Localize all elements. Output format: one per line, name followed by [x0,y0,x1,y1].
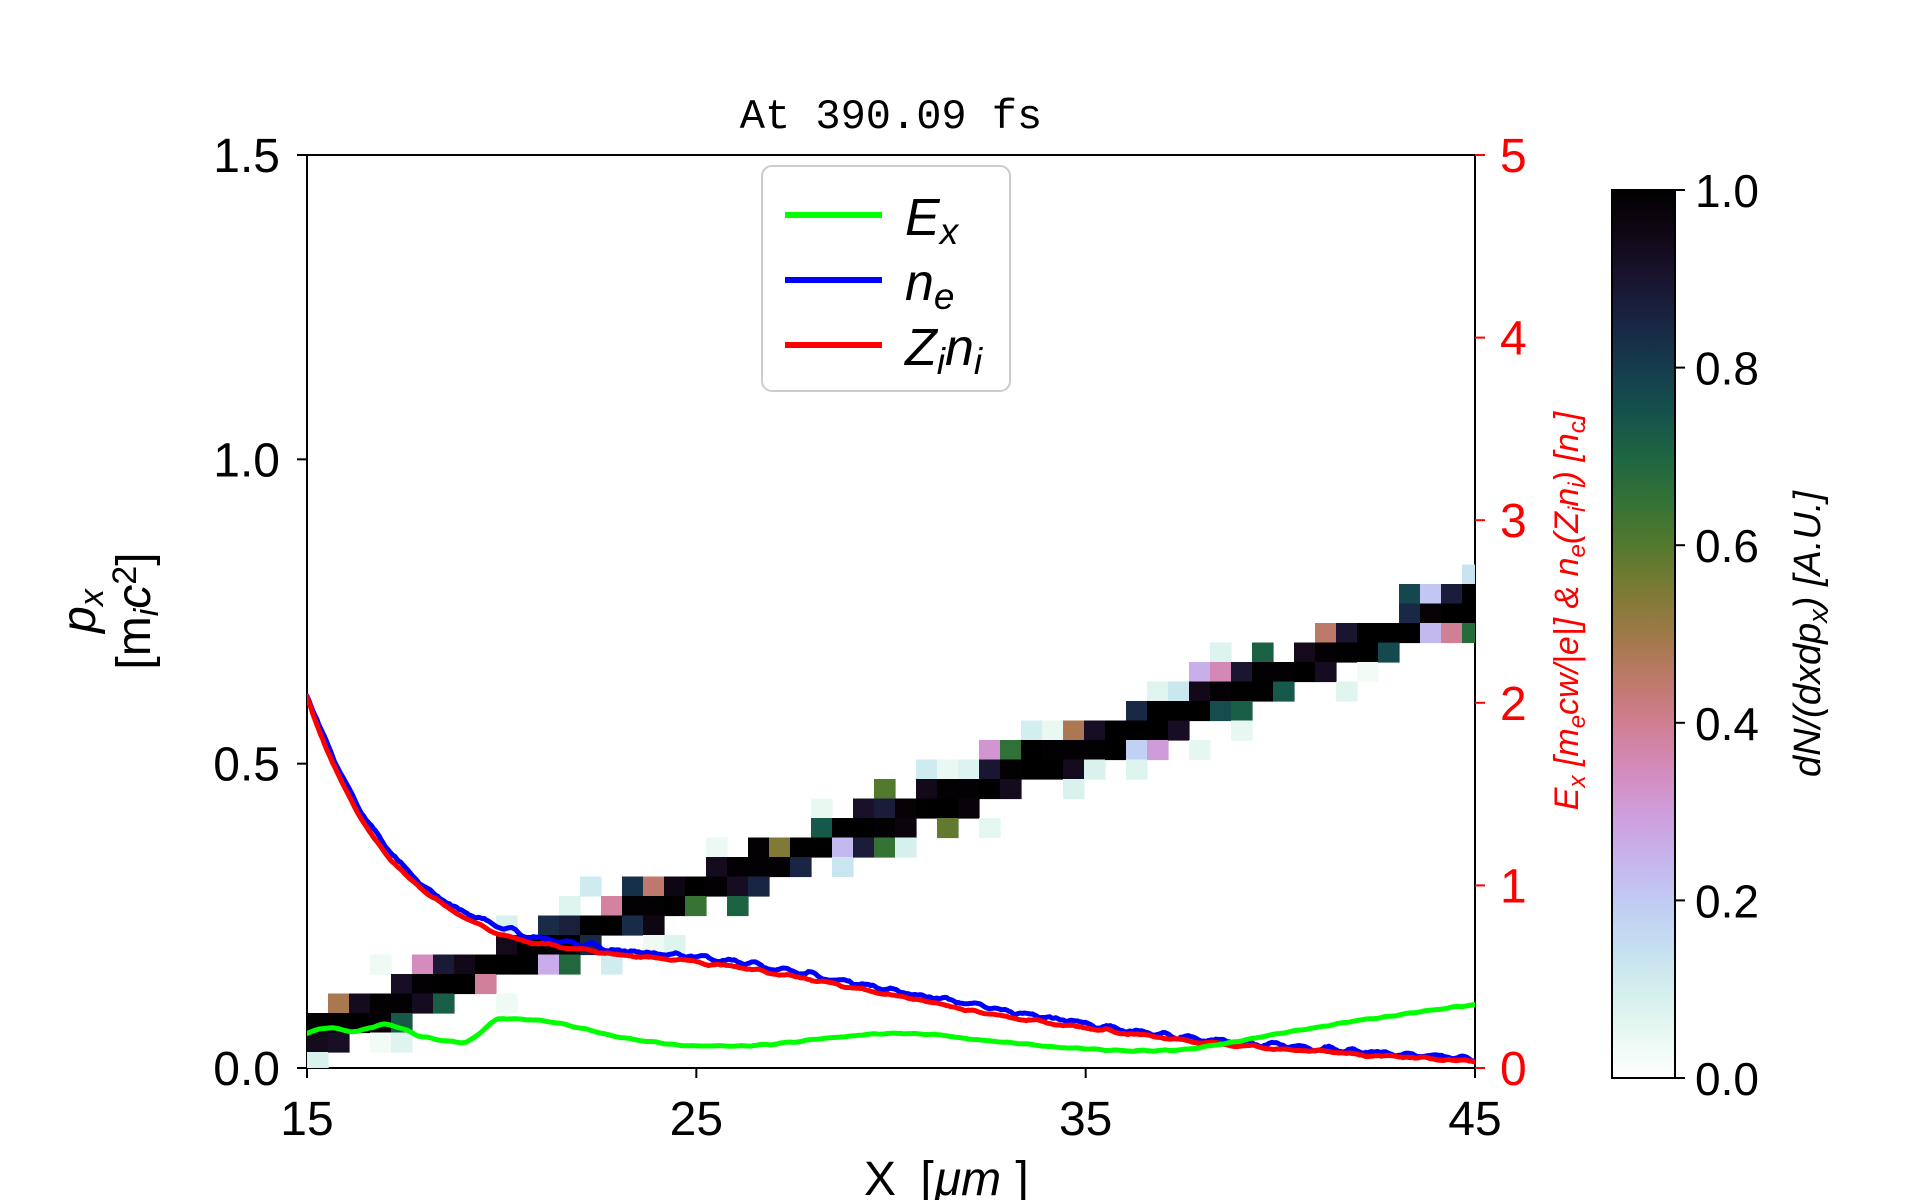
svg-text:0.0: 0.0 [1695,1053,1759,1105]
svg-text:0.5: 0.5 [213,739,280,792]
svg-text:0: 0 [1500,1043,1527,1096]
svg-text:μm: μm [933,1153,1001,1200]
svg-text:1.0: 1.0 [213,434,280,487]
svg-text:0.4: 0.4 [1695,698,1759,750]
svg-text:1.5: 1.5 [213,130,280,183]
svg-text:4: 4 [1500,313,1527,366]
svg-text:Ex [mecw/|e|] & ne(Zini) [n: Ex [mecw/|e|] & ne(Zini) [nc] [1548,410,1591,810]
svg-text:35: 35 [1059,1093,1112,1146]
svg-text:5: 5 [1500,130,1527,183]
svg-text:At 390.09 fs: At 390.09 fs [740,93,1042,141]
svg-text:dN/(dxdpx) [A.U.]: dN/(dxdpx) [A.U.] [1787,490,1833,777]
svg-text:25: 25 [670,1093,723,1146]
svg-text:45: 45 [1448,1093,1501,1146]
svg-text:15: 15 [280,1093,333,1146]
svg-text:1: 1 [1500,860,1527,913]
svg-text:X: X [864,1153,896,1200]
svg-text:0.2: 0.2 [1695,875,1759,927]
svg-text:0.8: 0.8 [1695,343,1759,395]
svg-text:]: ] [1015,1153,1028,1200]
svg-text:1.0: 1.0 [1695,165,1759,217]
svg-text:2: 2 [1500,678,1527,731]
svg-text:0.6: 0.6 [1695,520,1759,572]
svg-text:3: 3 [1500,495,1527,548]
svg-text:[: [ [920,1153,933,1200]
svg-text:0.0: 0.0 [213,1043,280,1096]
